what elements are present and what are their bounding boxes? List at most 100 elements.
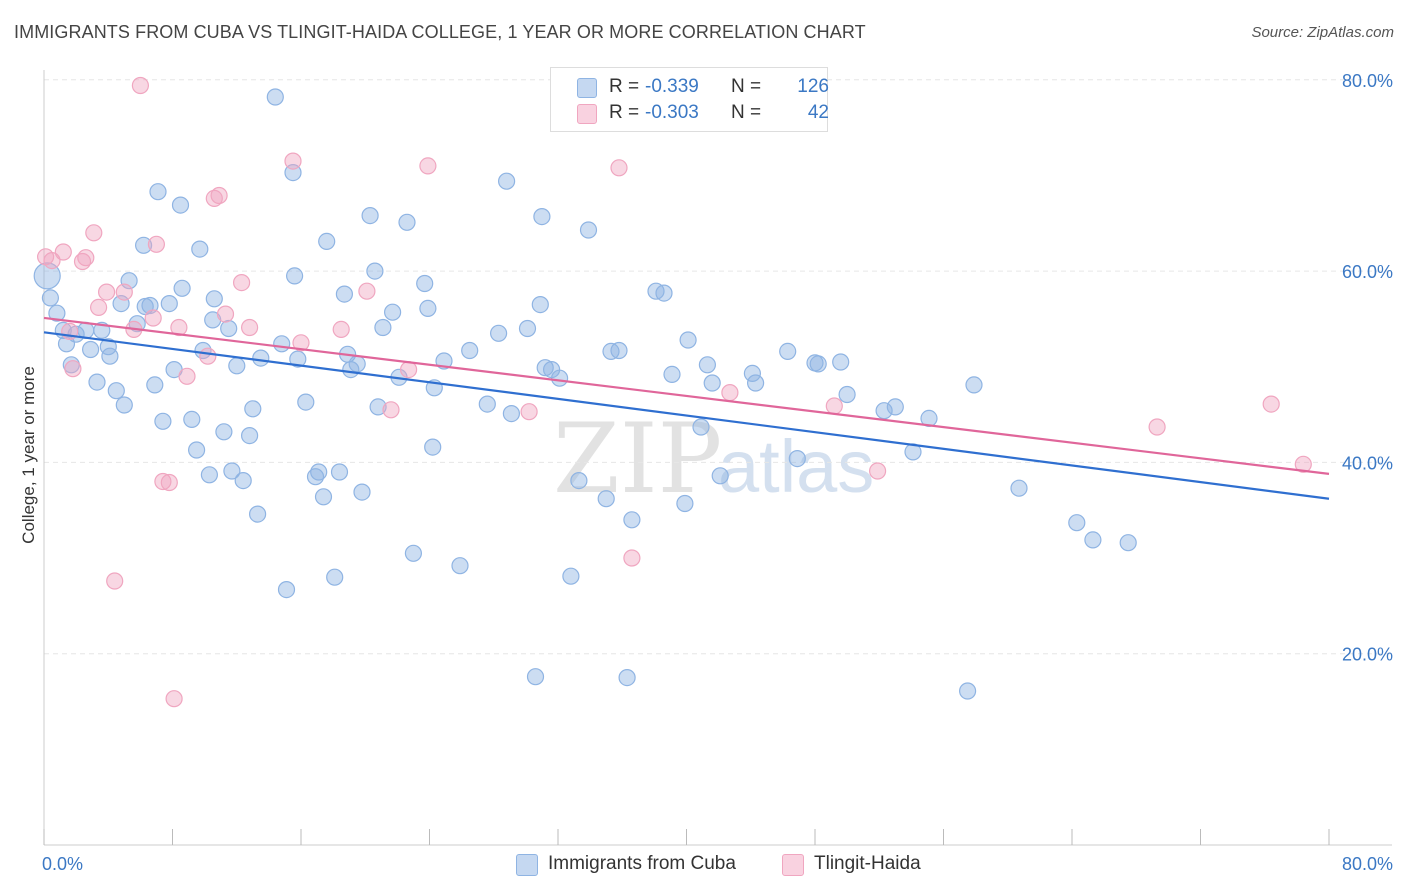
tlingit-point [419,157,437,175]
y-tick-label: 80.0% [1342,71,1393,91]
tlingit-point [292,334,310,352]
cuba-point [663,365,681,383]
cuba-point [266,88,284,106]
source-label: Source: ZipAtlas.com [1251,24,1394,41]
tlingit-point [89,298,108,316]
cuba-point [314,488,333,506]
cuba-point [286,267,304,285]
tlingit-point [610,159,628,177]
cuba-point [88,373,106,391]
cuba-point [318,232,336,250]
cuba-point [310,463,328,481]
cuba-point [562,567,580,585]
tlingit-point [825,397,843,415]
cuba-point [228,357,246,375]
x-tick-label: 0.0% [42,854,83,874]
tlingit-point [178,367,196,385]
cuba-point [711,467,729,485]
tlingit-point [170,318,188,337]
legend-r-label: R = [609,76,640,97]
cuba-point [490,324,508,342]
cuba-point [353,483,371,501]
legend-r-value: -0.303 [645,102,699,123]
legend-n-label: N = [731,76,762,97]
cuba-point [330,463,349,481]
cuba-point [1068,514,1086,532]
tlingit-point [284,152,302,170]
tlingit-point [216,305,235,323]
cuba-point [374,318,392,337]
y-axis-label: College, 1 year or more [19,366,38,544]
cuba-point [33,262,61,290]
cuba-point [173,279,191,297]
cuba-point [533,208,551,226]
cuba-point [149,183,167,201]
tlingit-point [160,473,178,492]
chart-title: IMMIGRANTS FROM CUBA VS TLINGIT-HAIDA CO… [14,22,866,42]
cuba-point [461,341,479,360]
cuba-point [478,395,496,413]
cuba-point [244,400,262,418]
cuba-point [183,410,201,428]
cuba-point [809,355,827,373]
cuba-point [536,359,554,377]
trend-lines [43,316,1330,500]
tlingit-point [144,309,162,327]
legend-label-tlingit: Tlingit-Haida [814,853,921,874]
x-tick-label: 80.0% [1342,854,1393,874]
cuba-point [679,331,697,349]
cuba-point [384,303,402,321]
cuba-point [289,350,307,368]
tlingit-point [623,549,641,567]
legend-swatch-tlingit [782,854,804,876]
cuba-point [743,364,762,382]
cuba-point [188,441,206,459]
cuba-point [335,285,353,303]
cuba-point [875,402,893,420]
cuba-point [498,172,516,190]
cuba-point [526,668,545,686]
tlingit-point [721,384,739,402]
cuba-point [135,236,153,254]
cuba-point [223,462,241,480]
cuba-point [703,374,721,392]
cuba-point [146,376,164,394]
cuba-point [366,262,384,280]
tlingit-point [199,347,217,365]
cuba-point [692,418,710,436]
tlingit-point [233,274,251,292]
tlingit-point [154,472,172,491]
tlingit-point [131,76,149,95]
cuba-point [676,494,694,513]
cuba-point [191,240,209,258]
tlingit-point [520,403,538,421]
cuba-point [958,682,977,700]
cuba-point [965,376,983,394]
cuba-point [81,340,100,359]
cuba-point [623,511,641,529]
cuba-point [205,290,223,308]
cuba-point [832,353,850,371]
cuba-point [788,450,806,468]
cuba-point [115,396,133,414]
cuba-point [779,342,797,360]
tlingit-point [868,462,887,480]
cuba-point [220,319,238,338]
cuba-point [550,369,569,387]
tlingit-point [358,282,376,300]
tlingit-point [1294,455,1312,473]
cuba-point [610,341,628,360]
cuba-point [886,398,904,416]
cuba-point [451,557,469,575]
legend-n-label: N = [731,102,762,123]
cuba-point [361,207,379,225]
cuba-point [655,284,673,302]
tlingit-point [210,186,228,205]
cuba-point [838,385,856,404]
cuba-point [101,347,119,365]
tlingit-point [1148,418,1166,436]
cuba-point [398,213,416,231]
legend-r-value: -0.339 [645,76,699,97]
cuba-point [1084,531,1102,549]
